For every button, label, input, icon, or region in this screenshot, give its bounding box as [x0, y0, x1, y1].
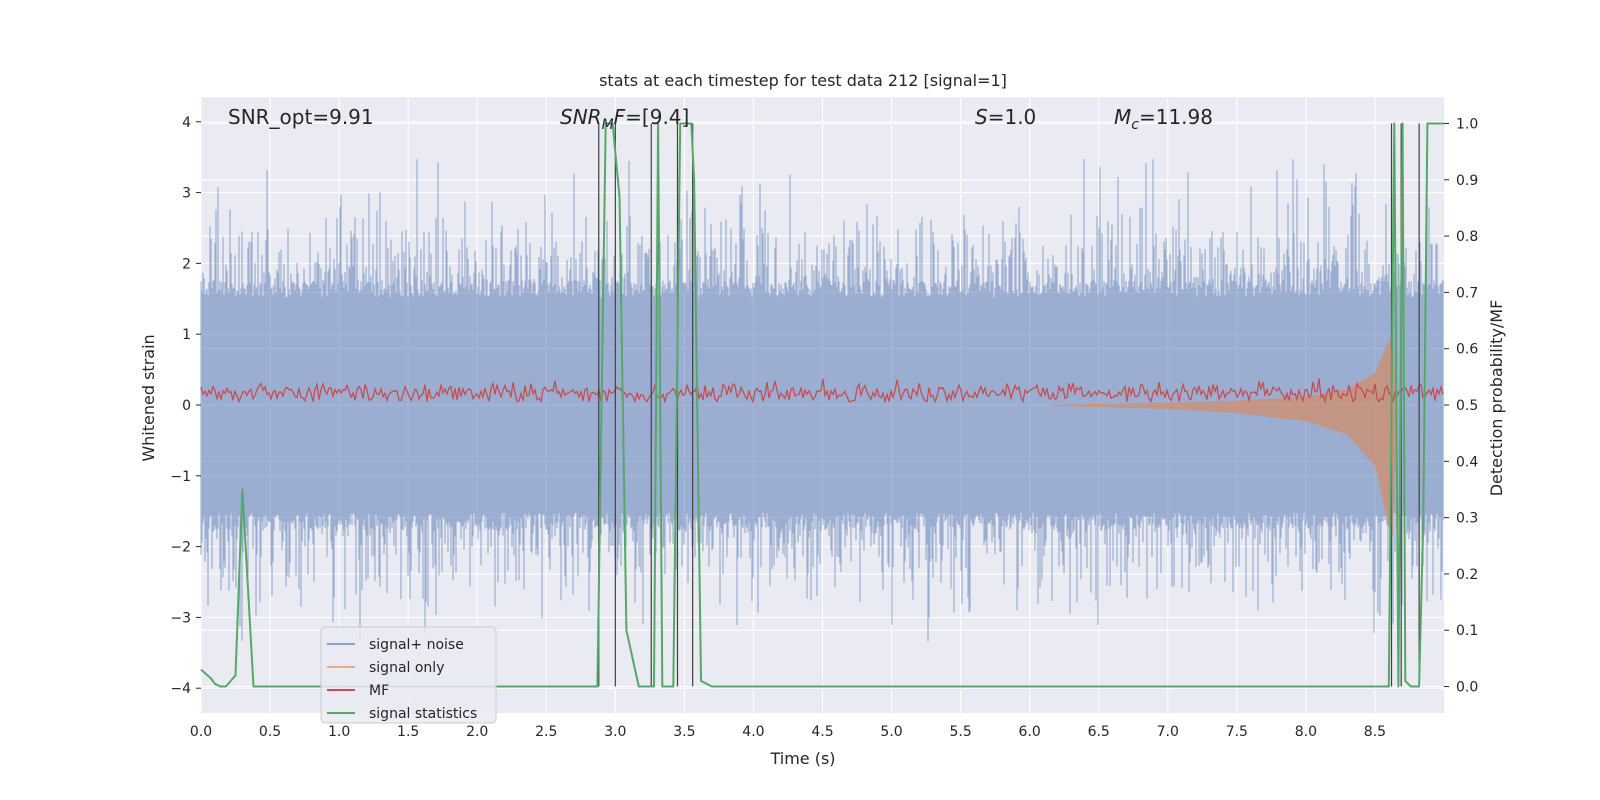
- annotation-snr-opt: SNR_opt=9.91: [228, 105, 374, 129]
- y-tick-label: 1: [182, 327, 191, 343]
- y-tick-label: −2: [170, 540, 191, 556]
- x-tick-label: 6.0: [1019, 724, 1041, 740]
- y-tick-label: −3: [170, 610, 191, 626]
- series-mf: [200, 378, 1444, 405]
- legend-entry: MF: [369, 683, 389, 699]
- y-tick-label: 4: [182, 115, 191, 131]
- legend-entry: signal statistics: [369, 706, 477, 722]
- y-tick-label: 2: [182, 256, 191, 272]
- legend: signal+ noise signal only MF signal statist…: [320, 626, 497, 724]
- y-axis-label: Whitened strain: [139, 334, 158, 461]
- x-tick-label: 3.0: [604, 724, 626, 740]
- y2-tick-label: 0.9: [1456, 173, 1478, 189]
- x-tick-label: 0.0: [190, 724, 212, 740]
- y2-tick-label: 0.7: [1456, 285, 1478, 301]
- annotation-mc: Mc=11.98: [1114, 105, 1213, 133]
- x-tick-label: 5.0: [880, 724, 902, 740]
- annotation-snr-mf: SNRMF=[9.4]: [560, 105, 689, 133]
- y2-tick-label: 0.2: [1456, 567, 1478, 583]
- y2-tick-label: 0.3: [1456, 511, 1478, 527]
- x-tick-label: 8.5: [1364, 724, 1386, 740]
- y2-tick-label: 0.1: [1456, 623, 1478, 639]
- y2-tick-label: 0.0: [1456, 680, 1478, 696]
- x-tick-label: 5.5: [949, 724, 971, 740]
- y-tick-label: −1: [170, 469, 191, 485]
- y-tick-label: −4: [170, 681, 191, 697]
- y2-tick-label: 0.6: [1456, 342, 1478, 358]
- x-axis-label: Time (s): [769, 749, 835, 768]
- x-tick-label: 8.0: [1295, 724, 1317, 740]
- x-tick-label: 7.0: [1157, 724, 1179, 740]
- series-signal-statistics: [200, 122, 1444, 688]
- x-tick-label: 6.5: [1088, 724, 1110, 740]
- x-tick-label: 2.5: [535, 724, 557, 740]
- x-tick-label: 4.0: [742, 724, 764, 740]
- signal-only-line: [1052, 335, 1398, 537]
- tick-labels: 0.0 0.5 1.0 1.5 2.0 2.5 3.0 3.5 4.0 4.5 5.0 5.5 6.0 6…: [170, 115, 1478, 740]
- legend-entry: signal only: [369, 660, 444, 676]
- x-tick-label: 2.0: [466, 724, 488, 740]
- chart-title: stats at each timestep for test data 212…: [599, 71, 1007, 90]
- y-tick-label: 0: [182, 398, 191, 414]
- x-tick-label: 1.5: [397, 724, 419, 740]
- x-tick-label: 1.0: [328, 724, 350, 740]
- x-tick-label: 0.5: [259, 724, 281, 740]
- x-tick-label: 7.5: [1226, 724, 1248, 740]
- y2-tick-label: 0.5: [1456, 398, 1478, 414]
- legend-entry: signal+ noise: [369, 637, 464, 653]
- y2-tick-label: 0.4: [1456, 454, 1478, 470]
- y-tick-label: 3: [182, 186, 191, 202]
- series-signal-only: [1052, 335, 1398, 537]
- x-tick-label: 3.5: [673, 724, 695, 740]
- x-tick-label: 4.5: [811, 724, 833, 740]
- signal-statistics-line: [200, 122, 1444, 688]
- mf-line: [200, 378, 1444, 405]
- annotation-s: S=1.0: [975, 105, 1036, 129]
- y2-tick-label: 1.0: [1456, 116, 1478, 132]
- y2-axis-label: Detection probability/MF: [1487, 300, 1506, 497]
- y2-tick-label: 0.8: [1456, 229, 1478, 245]
- legend-box: [320, 626, 497, 724]
